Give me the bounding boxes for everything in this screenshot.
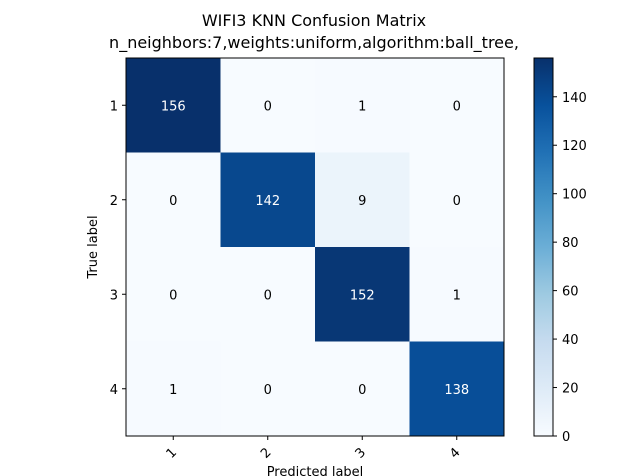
y-tick-label: 3	[110, 288, 118, 303]
heatmap-cell	[315, 247, 410, 342]
cell-value-label: 0	[358, 383, 366, 398]
colorbar-ticks: 0 20 40 60 80 100 120 140	[553, 91, 587, 445]
colorbar-tick-label: 100	[562, 188, 587, 203]
x-tick-label: 1	[164, 445, 180, 461]
colorbar-tick-label: 120	[562, 139, 587, 154]
colorbar	[533, 57, 554, 437]
chart-title: WIFI3 KNN Confusion Matrix	[201, 11, 427, 30]
plot-frame	[125, 57, 505, 437]
cell-value-label: 1	[453, 288, 461, 303]
cell-value-label: 0	[169, 194, 177, 209]
cell-value-label: 0	[264, 99, 272, 114]
cell-value-label: 152	[350, 288, 375, 303]
cell-value-label: 1	[169, 383, 177, 398]
cell-value-label: 156	[161, 99, 186, 114]
y-tick-label: 2	[110, 194, 118, 209]
y-axis-label: True label	[86, 215, 101, 279]
heatmap-cell	[220, 152, 316, 248]
heatmap-cell	[220, 247, 316, 342]
heatmap-cell	[315, 152, 410, 248]
heatmap-cell	[409, 341, 505, 437]
heatmap-cell	[126, 152, 221, 248]
heatmap-cells	[126, 58, 505, 437]
cell-value-label: 138	[444, 383, 469, 398]
x-axis-label: Predicted label	[267, 465, 364, 476]
colorbar-tick-label: 40	[562, 333, 579, 348]
colorbar-tick-label: 0	[562, 430, 570, 445]
heatmap-cell	[126, 247, 221, 342]
heatmap-cell	[409, 58, 505, 153]
cell-value-label: 0	[264, 383, 272, 398]
cell-value-label: 1	[358, 99, 366, 114]
heatmap-cell	[126, 58, 221, 153]
colorbar-tick-label: 140	[562, 91, 587, 106]
heatmap-cell	[409, 152, 505, 248]
y-tick-label: 1	[110, 99, 118, 114]
chart-subtitle: n_neighbors:7,weights:uniform,algorithm:…	[109, 33, 519, 52]
heatmap-cell	[409, 247, 505, 342]
heatmap-cell	[315, 58, 410, 153]
heatmap-cell	[220, 341, 316, 437]
heatmap-cell	[220, 58, 316, 153]
cell-value-label: 142	[255, 194, 280, 209]
x-tick-label: 2	[258, 445, 274, 461]
y-tick-label: 4	[110, 383, 118, 398]
cell-value-label: 0	[453, 194, 461, 209]
colorbar-tick-label: 80	[562, 236, 579, 251]
cell-value-label: 0	[264, 288, 272, 303]
x-tick-label: 4	[447, 445, 463, 461]
colorbar-tick-label: 20	[562, 382, 579, 397]
y-axis-ticks: 1 2 3 4	[110, 99, 126, 398]
cell-value-labels: 156 0 1 0 0 142 9 0 0 0 152 1 1 0 0 138	[161, 99, 469, 398]
x-axis-ticks: 1 2 3 4	[164, 436, 464, 462]
colorbar-tick-label: 60	[562, 285, 579, 300]
heatmap-cell	[315, 341, 410, 437]
cell-value-label: 0	[169, 288, 177, 303]
cell-value-label: 0	[453, 99, 461, 114]
cell-value-label: 9	[358, 194, 366, 209]
x-tick-label: 3	[353, 445, 369, 461]
heatmap-cell	[126, 341, 221, 437]
